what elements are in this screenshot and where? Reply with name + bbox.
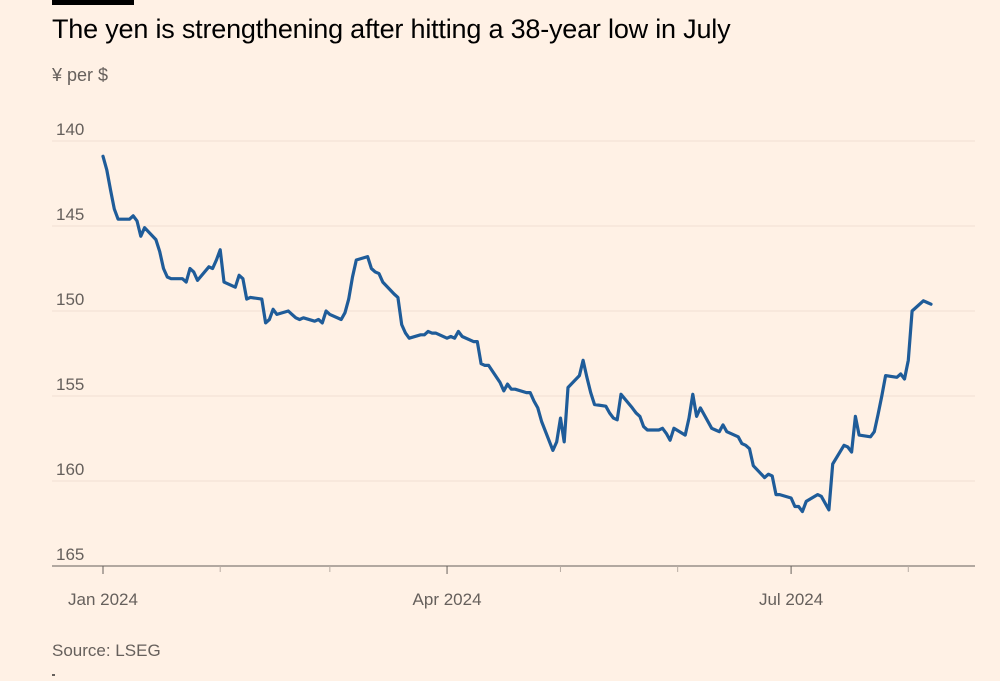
y-axis-unit-label: ¥ per $ (52, 65, 109, 85)
y-tick-label: 140 (56, 120, 84, 139)
y-tick-label: 155 (56, 375, 84, 394)
y-tick-label: 165 (56, 545, 84, 564)
grid-layer (52, 140, 975, 567)
series-line-usdjpy (101, 154, 933, 514)
y-tick-label: 160 (56, 460, 84, 479)
y-tick-label: 145 (56, 205, 84, 224)
x-tick-label: Jul 2024 (759, 590, 823, 609)
source-note: Source: LSEG (52, 641, 161, 660)
x-axis: Jan 2024 Apr 2024 Jul 2024 (68, 566, 909, 609)
series-layer (101, 154, 933, 514)
x-tick-label: Jan 2024 (68, 590, 138, 609)
y-tick-label: 150 (56, 290, 84, 309)
chart-title: The yen is strengthening after hitting a… (52, 14, 731, 44)
y-axis: 140 145 150 155 160 165 (56, 120, 84, 564)
footer-mark (52, 674, 55, 676)
x-tick-label: Apr 2024 (413, 590, 482, 609)
brand-bar (52, 0, 134, 5)
